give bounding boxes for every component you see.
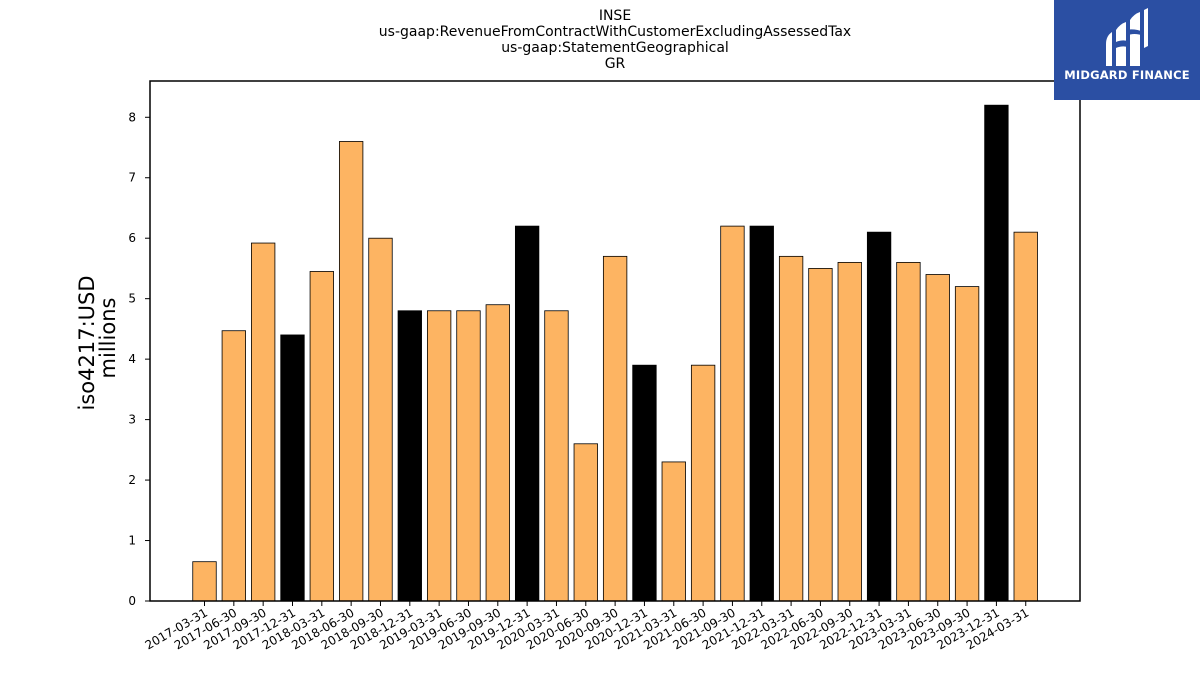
y-tick-label: 7: [128, 171, 136, 185]
y-axis-ticks: 0 1 2 3 4 5 6 7 8: [128, 110, 150, 608]
bar-2021-09-30: [720, 225, 745, 602]
bar-2020-03-31: [544, 310, 569, 602]
bar-2022-06-30: [808, 268, 833, 602]
bar-2018-09-30: [368, 237, 393, 602]
brand-logo-text: MIDGARD FINANCE: [1064, 68, 1190, 82]
brand-logo: MIDGARD FINANCE: [1054, 0, 1200, 100]
bar-2022-12-31: [866, 231, 892, 602]
bar-2018-12-31: [397, 310, 422, 602]
bar-2022-09-30: [837, 261, 862, 602]
bar-2019-09-30: [485, 304, 510, 602]
bar-2022-03-31: [778, 255, 804, 602]
title-line-4: GR: [605, 56, 626, 72]
bars: [192, 104, 1038, 602]
y-tick-label: 5: [128, 292, 136, 306]
bar-2023-09-30: [954, 286, 980, 602]
title-line-2: us-gaap:RevenueFromContractWithCustomerE…: [379, 24, 851, 40]
bar-2021-06-30: [690, 364, 716, 602]
y-axis-label: iso4217:USD millions: [75, 275, 120, 410]
y-tick-label: 6: [128, 231, 136, 245]
y-tick-label: 0: [128, 594, 136, 608]
bar-2019-12-31: [514, 225, 540, 602]
bar-2017-06-30: [221, 330, 246, 602]
bar-2019-03-31: [426, 310, 452, 602]
bar-2021-03-31: [661, 461, 686, 602]
plot-frame: [149, 80, 1081, 602]
x-axis-ticks: 2017-03-312017-06-302017-09-302017-12-31…: [143, 601, 1031, 652]
bar-2023-03-31: [896, 261, 921, 602]
y-tick-label: 4: [128, 352, 136, 366]
bar-2021-12-31: [749, 225, 774, 602]
bar-2023-12-31: [984, 104, 1009, 602]
bar-2024-03-31: [1013, 231, 1038, 602]
bar-2018-03-31: [309, 271, 334, 602]
y-axis-label-line-2: millions: [96, 298, 120, 379]
bar-2017-09-30: [251, 242, 276, 602]
title-line-3: us-gaap:StatementGeographical: [501, 40, 729, 56]
title-line-1: INSE: [599, 8, 631, 24]
y-tick-label: 1: [128, 534, 136, 548]
y-tick-label: 8: [128, 110, 136, 124]
y-axis-label-line-1: iso4217:USD: [75, 275, 99, 410]
bar-2020-06-30: [573, 443, 598, 602]
bar-2018-06-30: [338, 141, 364, 602]
bar-2020-09-30: [602, 255, 628, 602]
y-tick-label: 2: [128, 473, 136, 487]
midgard-logo-icon: [1106, 8, 1148, 66]
bar-2023-06-30: [925, 274, 950, 602]
bar-2020-12-31: [632, 364, 657, 602]
chart-title: INSE us-gaap:RevenueFromContractWithCust…: [379, 8, 851, 72]
bar-2017-12-31: [280, 334, 305, 602]
bar-2017-03-31: [192, 561, 217, 602]
bar-2019-06-30: [456, 310, 481, 602]
y-tick-label: 3: [128, 413, 136, 427]
